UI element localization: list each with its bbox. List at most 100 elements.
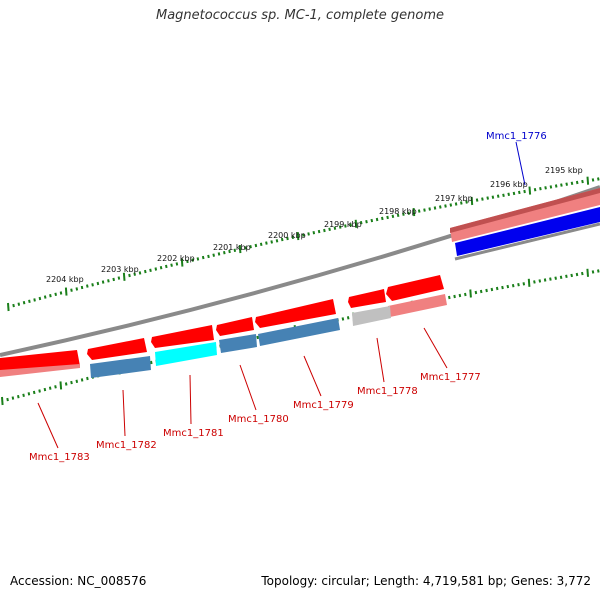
scale-minor-tick <box>70 380 73 385</box>
gene-bar-1778[interactable] <box>352 306 391 326</box>
tick-label-2197: 2197 kbp <box>435 194 473 203</box>
scale-minor-tick <box>275 239 279 243</box>
scale-minor-tick <box>128 273 131 278</box>
scale-minor-tick <box>107 279 110 283</box>
scale-minor-tick <box>133 272 136 276</box>
scale-minor-tick <box>86 376 89 381</box>
scale-minor-tick <box>159 266 163 270</box>
scale-minor-tick <box>597 177 600 181</box>
scale-minor-tick <box>517 283 520 287</box>
scale-minor-tick <box>154 267 158 271</box>
scale-minor-tick <box>565 274 568 278</box>
scale-minor-tick <box>101 280 105 284</box>
scale-minor-tick <box>256 335 259 340</box>
scale-minor-tick <box>502 193 505 197</box>
connector-1781 <box>189 374 192 425</box>
scale-minor-tick <box>28 299 31 303</box>
scale-minor-tick <box>359 221 363 225</box>
cds-arrow-1778a[interactable] <box>348 289 386 308</box>
tick-label-2198: 2198 kbp <box>379 207 417 216</box>
scale-minor-tick <box>22 301 26 305</box>
scale-minor-tick <box>150 360 153 365</box>
gene-mmc1-1776[interactable] <box>455 207 600 256</box>
scale-minor-tick <box>449 203 453 207</box>
scale-minor-tick <box>523 189 526 194</box>
scale-minor-tick <box>38 389 41 393</box>
scale-minor-tick <box>11 396 15 400</box>
scale-minor-tick <box>270 240 273 244</box>
scale-major-tick <box>64 287 68 296</box>
cds-arrow-1781a[interactable] <box>151 325 214 348</box>
gene-label-1781[interactable]: Mmc1_1781 <box>163 428 224 439</box>
connector-1776 <box>515 141 526 186</box>
scale-minor-tick <box>428 207 431 211</box>
scale-minor-tick <box>458 293 462 298</box>
scale-minor-tick <box>54 292 57 296</box>
scale-minor-tick <box>581 271 584 276</box>
tick-label-2195: 2195 kbp <box>545 166 583 175</box>
scale-minor-tick <box>474 290 478 295</box>
scale-minor-tick <box>554 276 557 280</box>
scale-minor-tick <box>86 284 89 288</box>
cds-arrow-1777a[interactable] <box>386 275 444 301</box>
scale-minor-tick <box>486 196 489 200</box>
scale-minor-tick <box>512 191 516 196</box>
scale-major-tick <box>528 186 532 195</box>
scale-minor-tick <box>286 236 289 241</box>
gene-label-1778[interactable]: Mmc1_1778 <box>357 386 418 397</box>
scale-minor-tick <box>59 291 63 295</box>
scale-minor-tick <box>80 378 84 382</box>
scale-minor-tick <box>539 187 542 191</box>
gene-label-1780[interactable]: Mmc1_1780 <box>228 414 289 425</box>
gene-label-1779[interactable]: Mmc1_1779 <box>293 400 354 411</box>
scale-minor-tick <box>543 278 547 282</box>
gene-label-1782[interactable]: Mmc1_1782 <box>96 440 157 451</box>
scale-minor-tick <box>32 390 36 395</box>
scale-minor-tick <box>27 392 31 396</box>
connector-1782 <box>122 389 126 437</box>
scale-minor-tick <box>491 195 495 199</box>
scale-minor-tick <box>591 270 595 274</box>
scale-minor-tick <box>407 211 410 215</box>
scale-minor-tick <box>49 294 52 298</box>
map-title: Magnetococcus sp. MC-1, complete genome <box>155 8 445 23</box>
scale-minor-tick <box>554 184 558 188</box>
scale-minor-tick <box>91 283 94 287</box>
cds-arrow-1782a[interactable] <box>87 338 147 360</box>
scale-minor-tick <box>70 288 73 292</box>
scale-minor-tick <box>223 251 226 255</box>
scale-minor-tick <box>112 277 115 282</box>
scale-minor-tick <box>496 194 500 198</box>
scale-minor-tick <box>259 242 263 246</box>
gene-bar-1783[interactable] <box>0 364 80 377</box>
scale-minor-tick <box>138 271 142 275</box>
scale-minor-tick <box>444 204 447 208</box>
scale-major-tick <box>354 219 358 228</box>
scale-minor-tick <box>423 208 426 212</box>
gene-label-1777[interactable]: Mmc1_1777 <box>420 372 481 383</box>
scale-minor-tick <box>196 257 200 261</box>
gene-bar-1780[interactable] <box>219 334 257 353</box>
scale-minor-tick <box>349 223 352 227</box>
scale-major-tick <box>180 258 184 267</box>
scale-minor-tick <box>328 227 331 231</box>
scale-minor-tick <box>453 294 456 299</box>
gene-bar-1779[interactable] <box>258 318 340 346</box>
scale-minor-tick <box>149 268 152 272</box>
tick-label-2199: 2199 kbp <box>324 220 362 229</box>
gene-bar-1777[interactable] <box>388 294 447 317</box>
scale-minor-tick <box>396 213 400 217</box>
scale-minor-tick <box>233 248 237 252</box>
scale-minor-tick <box>165 264 168 269</box>
scale-minor-tick <box>43 387 47 392</box>
cds-arrow-1779a[interactable] <box>255 299 336 328</box>
scale-minor-tick <box>207 254 210 259</box>
gene-bar-1782[interactable] <box>90 356 151 378</box>
gene-bar-1781[interactable] <box>155 342 217 366</box>
gene-label-1776[interactable]: Mmc1_1776 <box>486 131 547 142</box>
scale-major-tick <box>412 208 416 217</box>
scale-minor-tick <box>175 262 179 266</box>
gene-label-1783[interactable]: Mmc1_1783 <box>29 452 90 463</box>
cds-arrow-1780a[interactable] <box>216 317 254 336</box>
